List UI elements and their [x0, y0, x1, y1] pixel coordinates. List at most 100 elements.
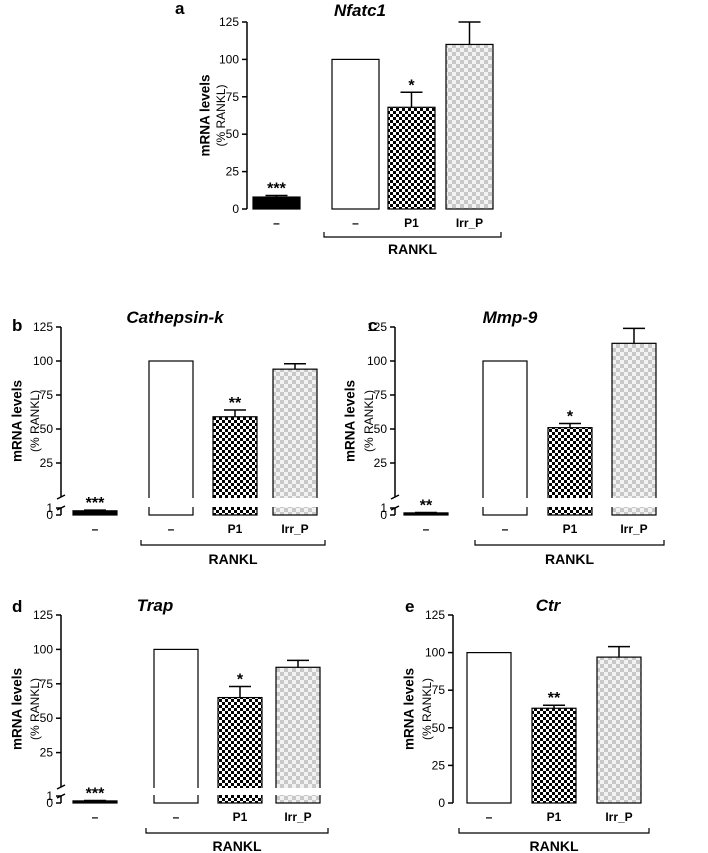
y-tick-label: 25 [226, 165, 240, 179]
axis-break-mark [56, 494, 66, 500]
bar [331, 58, 380, 210]
y-tick-label: 0 [232, 202, 239, 216]
y-tick-label: 50 [374, 422, 388, 436]
y-tick-label: 50 [40, 422, 54, 436]
bar-break-gap [212, 498, 258, 507]
y-axis-sublabel: (% RANKL) [28, 678, 42, 740]
bar-break-gap [153, 788, 199, 795]
chart-panel-a: a Nfatc1 mRNA levels (% RANKL) 0 25 50 75 100 125… [175, 0, 502, 257]
y-axis-label: mRNA levels [343, 380, 358, 462]
x-tick-label: Irr_P [281, 522, 308, 536]
group-bracket [145, 828, 329, 834]
bar-break-gap [275, 788, 321, 795]
y-tick-label: 50 [40, 711, 54, 725]
x-tick-label: – [92, 522, 99, 536]
y-tick-label: 25 [40, 456, 54, 470]
bar [252, 196, 301, 210]
y-axis-sublabel: (% RANKL) [362, 390, 376, 452]
panel-letter: c [368, 316, 377, 335]
y-tick-label: 75 [432, 683, 446, 697]
y-tick-label: 1 [46, 789, 53, 803]
group-bracket [140, 540, 326, 546]
x-tick-label: Irr_P [620, 522, 647, 536]
significance-mark: ** [420, 498, 433, 515]
y-axis-sublabel: (% RANKL) [28, 390, 42, 452]
y-tick-label: 0 [438, 796, 445, 810]
chart-panel-e: e Ctr mRNA levels (% RANKL) 0 25 50 75 100 125 – **… [402, 596, 650, 853]
y-tick-label: 100 [219, 52, 239, 66]
axis-break-mark [56, 784, 66, 790]
y-tick-label: 75 [226, 90, 240, 104]
y-tick-label: 0 [380, 508, 387, 522]
chart-title: Mmp-9 [483, 308, 538, 327]
group-bracket [323, 232, 502, 238]
chart-title: Cathepsin-k [126, 308, 225, 327]
bar-break-gap [217, 788, 263, 795]
y-tick-label: 0 [46, 508, 53, 522]
chart-panel-b: b Cathepsin-k mRNA levels (% RANKL) 01 25 50 75… [10, 308, 326, 567]
bar [148, 360, 194, 516]
group-label: RANKL [213, 838, 262, 853]
group-label: RANKL [545, 551, 594, 567]
bar [596, 656, 642, 804]
y-tick-label: 75 [40, 388, 54, 402]
significance-mark: ** [548, 690, 561, 707]
x-tick-label: P1 [547, 810, 562, 824]
y-axis-sublabel: (% RANKL) [214, 84, 228, 146]
group-bracket [458, 828, 650, 834]
significance-mark: * [237, 672, 244, 689]
y-tick-label: 100 [425, 646, 445, 660]
bar-break-gap [272, 498, 318, 507]
group-label: RANKL [388, 241, 437, 257]
x-tick-label: – [173, 810, 180, 824]
bar [466, 651, 512, 804]
significance-mark: ** [229, 395, 242, 412]
bar [445, 43, 494, 210]
x-tick-label: – [423, 522, 430, 536]
y-tick-label: 100 [33, 642, 53, 656]
chart-title: Nfatc1 [334, 1, 386, 20]
bar-break-gap [547, 498, 593, 507]
bar [387, 106, 436, 210]
chart-title: Ctr [536, 596, 562, 615]
y-tick-label: 125 [425, 608, 445, 622]
x-tick-label: Irr_P [284, 810, 311, 824]
bar-break-gap [148, 498, 194, 507]
y-tick-label: 100 [367, 354, 387, 368]
y-tick-label: 75 [374, 388, 388, 402]
x-tick-label: Irr_P [456, 216, 483, 230]
x-tick-label: P1 [404, 216, 419, 230]
y-tick-label: 0 [46, 796, 53, 810]
bar [272, 368, 318, 516]
y-axis-label: mRNA levels [10, 668, 25, 750]
y-axis-sublabel: (% RANKL) [420, 678, 434, 740]
panel-letter: e [405, 597, 414, 616]
panel-letter: b [12, 316, 22, 335]
x-tick-label: – [92, 810, 99, 824]
panel-letter: d [12, 597, 22, 616]
group-label: RANKL [209, 551, 258, 567]
x-tick-label: P1 [563, 522, 578, 536]
y-tick-label: 100 [33, 354, 53, 368]
y-axis-label: mRNA levels [402, 668, 417, 750]
significance-mark: *** [86, 495, 105, 512]
x-tick-label: – [352, 216, 359, 230]
x-tick-label: P1 [228, 522, 243, 536]
significance-mark: * [567, 409, 574, 426]
bar [482, 360, 528, 516]
significance-mark: *** [86, 786, 105, 803]
y-axis-label: mRNA levels [10, 380, 25, 462]
y-tick-label: 1 [46, 501, 53, 515]
y-axis-label: mRNA levels [198, 74, 213, 156]
significance-mark: * [408, 77, 415, 94]
bar [275, 666, 321, 804]
y-tick-label: 125 [219, 15, 239, 29]
x-tick-label: – [168, 522, 175, 536]
y-tick-label: 75 [40, 677, 54, 691]
y-tick-label: 25 [374, 456, 388, 470]
x-tick-label: – [486, 810, 493, 824]
group-bracket [474, 540, 665, 546]
